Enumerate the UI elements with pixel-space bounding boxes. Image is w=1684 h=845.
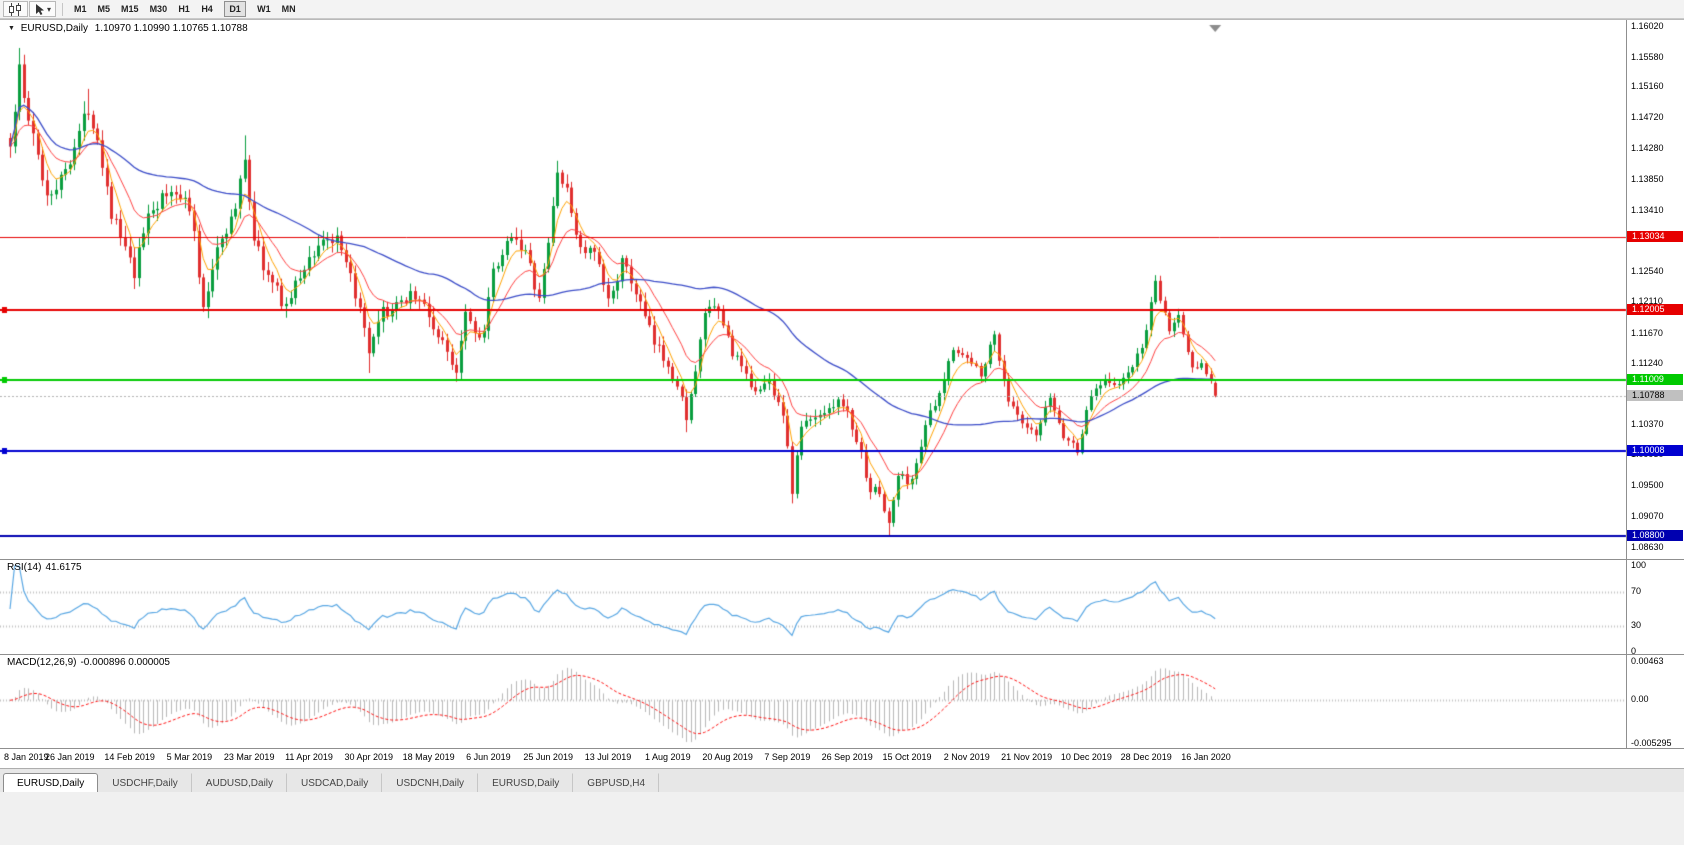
panel-separator-rsi[interactable]: [0, 559, 1684, 560]
macd-name: MACD(12,26,9): [7, 657, 77, 668]
timeframe-m30-button[interactable]: M30: [149, 4, 168, 14]
date-axis-label: 25 Jun 2019: [523, 752, 573, 762]
macd-axis-label: 0.00463: [1631, 656, 1664, 666]
timeframe-toolbar: M1 M5 M15 M30 H1 H4 D1 W1 MN: [69, 1, 301, 17]
date-axis-label: 13 Jul 2019: [584, 752, 632, 762]
date-axis-label: 11 Apr 2019: [285, 752, 333, 762]
timeframe-d1-button[interactable]: D1: [224, 1, 247, 17]
chart-tab-2[interactable]: USDCHF,Daily: [98, 773, 192, 792]
price-axis-label: 1.13850: [1631, 174, 1664, 184]
rsi-indicator-label: RSI(14) 41.6175: [7, 562, 86, 573]
timeframe-mn-button[interactable]: MN: [281, 4, 296, 14]
date-axis-label: 28 Dec 2019: [1120, 752, 1172, 762]
hline-price-tag-1.10008: 1.10008: [1627, 445, 1683, 456]
timeframe-m15-button[interactable]: M15: [121, 4, 139, 14]
rsi-value: 41.6175: [45, 562, 82, 573]
chart-tab-3[interactable]: AUDUSD,Daily: [192, 773, 288, 792]
chart-tab-1[interactable]: EURUSD,Daily: [3, 773, 99, 792]
chart-tab-5[interactable]: USDCNH,Daily: [382, 773, 479, 792]
date-axis-label: 6 Jun 2019: [466, 752, 511, 762]
price-axis-label: 1.09070: [1631, 511, 1664, 521]
date-axis-label: 26 Jan 2019: [45, 752, 95, 762]
price-axis-label: 1.14280: [1631, 143, 1664, 153]
date-axis-label: 10 Dec 2019: [1060, 752, 1112, 762]
price-axis-label: 1.10370: [1631, 419, 1664, 429]
price-axis-label: 1.13410: [1631, 205, 1664, 215]
price-axis-label: 1.15160: [1631, 81, 1664, 91]
timeframe-m1-button[interactable]: M1: [74, 4, 87, 14]
rsi-axis-label: 30: [1631, 620, 1642, 630]
timeframe-h1-button[interactable]: H1: [178, 4, 190, 14]
chart-tab-6[interactable]: EURUSD,Daily: [478, 773, 574, 792]
date-axis-label: 20 Aug 2019: [702, 752, 753, 762]
price-axis-label: 1.14720: [1631, 112, 1664, 122]
chart-tab-4[interactable]: USDCAD,Daily: [287, 773, 383, 792]
macd-values: -0.000896 0.000005: [80, 657, 170, 668]
timeframe-m5-button[interactable]: M5: [97, 4, 111, 14]
rsi-axis-label: 100: [1631, 560, 1647, 570]
date-axis-label: 2 Nov 2019: [943, 752, 990, 762]
chart-tab-7[interactable]: GBPUSD,H4: [573, 773, 660, 792]
price-axis-label: 1.12110: [1631, 296, 1663, 306]
price-axis-border: [1626, 20, 1627, 748]
macd-indicator-label: MACD(12,26,9) -0.000896 0.000005: [7, 657, 174, 668]
price-axis-label: 1.15580: [1631, 52, 1664, 62]
date-axis-label: 26 Sep 2019: [821, 752, 873, 762]
toolbar-separator: [62, 2, 64, 16]
price-axis-label: 1.16020: [1631, 21, 1664, 31]
panel-separator-macd[interactable]: [0, 654, 1684, 655]
hline-price-tag-1.13034: 1.13034: [1627, 231, 1683, 242]
timeframe-h4-button[interactable]: H4: [201, 4, 213, 14]
chart-symbol-period: EURUSD,Daily: [20, 23, 88, 34]
price-axis-label: 1.11670: [1631, 328, 1663, 338]
date-axis-label: 21 Nov 2019: [1001, 752, 1053, 762]
price-axis-label: 1.08630: [1631, 542, 1664, 552]
candlestick-chart-icon: [9, 2, 21, 16]
chart-tab-bar: EURUSD,Daily USDCHF,Daily AUDUSD,Daily USDC…: [0, 768, 1684, 792]
hline-price-tag-1.11009: 1.11009: [1627, 374, 1683, 385]
date-axis-label: 18 May 2019: [402, 752, 455, 762]
date-axis-label: 16 Jan 2020: [1181, 752, 1231, 762]
price-axis-label: 1.12540: [1631, 266, 1664, 276]
hline-price-tag-1.12005: 1.12005: [1627, 304, 1683, 315]
date-axis-label: 30 Apr 2019: [344, 752, 394, 762]
rsi-axis-label: 0: [1631, 646, 1637, 656]
chart-title: ▼ EURUSD,Daily 1.10970 1.10990 1.10765 1…: [8, 23, 252, 34]
date-axis-separator: [0, 748, 1684, 749]
dropdown-caret-icon: ▾: [47, 4, 52, 14]
hline-price-tag-1.08800: 1.08800: [1627, 530, 1683, 541]
price-axis-label: 1.09500: [1631, 480, 1664, 490]
chart-ohlc-values: 1.10970 1.10990 1.10765 1.10788: [94, 23, 248, 34]
date-axis-label: 23 Mar 2019: [223, 752, 275, 762]
date-axis-label: 15 Oct 2019: [882, 752, 932, 762]
macd-axis-label: 0.00: [1631, 694, 1649, 704]
current-price-tag: 1.10788: [1627, 390, 1683, 401]
main-toolbar: ▾ M1 M5 M15 M30 H1 H4 D1 W1 MN: [0, 0, 1684, 19]
timeframe-w1-button[interactable]: W1: [257, 4, 271, 14]
price-axis-label: 1.11240: [1631, 358, 1663, 368]
date-axis-label: 8 Jan 2019: [4, 752, 49, 762]
macd-axis-label: -0.005295: [1631, 738, 1672, 748]
rsi-axis-label: 70: [1631, 586, 1642, 596]
date-axis-label: 7 Sep 2019: [764, 752, 811, 762]
rsi-name: RSI(14): [7, 562, 42, 573]
date-axis-label: 14 Feb 2019: [104, 752, 155, 762]
chart-title-marker-icon: ▼: [8, 25, 15, 32]
date-axis-label: 1 Aug 2019: [645, 752, 691, 762]
cursor-tool-button[interactable]: ▾: [29, 1, 57, 17]
cursor-tool-icon: [36, 3, 44, 15]
date-axis-label: 5 Mar 2019: [166, 752, 213, 762]
chart-type-button[interactable]: [3, 1, 28, 17]
